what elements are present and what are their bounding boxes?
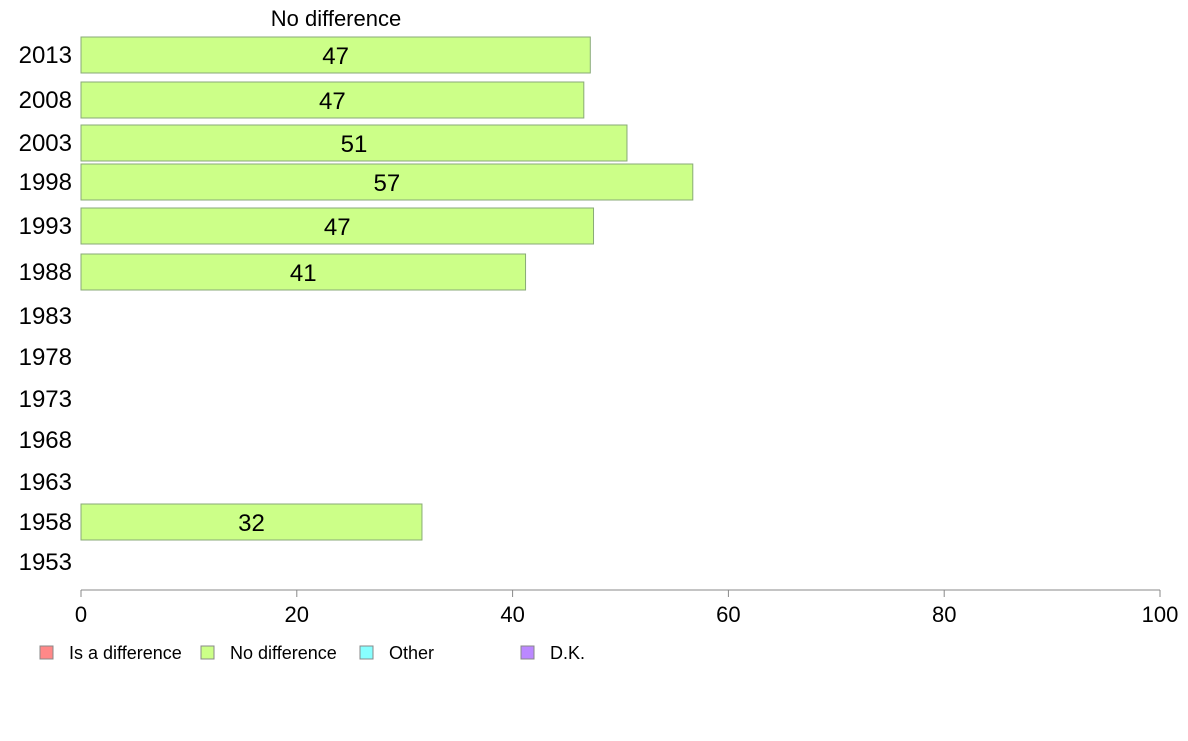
x-tick-label-100: 100 [1142, 602, 1179, 627]
y-tick-label-1958: 1958 [19, 509, 72, 536]
legend-swatch-no-difference [200, 645, 215, 660]
y-tick-label-2008: 2008 [19, 87, 72, 114]
bar-1988 [80, 253, 527, 291]
legend-swatch-d-k [520, 645, 535, 660]
data-label-2003: 51 [341, 131, 368, 158]
y-tick-label-1983: 1983 [19, 303, 72, 330]
legend-label-no-difference: No difference [230, 643, 337, 663]
y-axis-labels: 2013 2008 2003 1998 1993 1988 1983 1978 1973 1968… [19, 42, 72, 576]
legend-swatch-is-a-difference [39, 645, 54, 660]
y-tick-label-1963: 1963 [19, 469, 72, 496]
bar-1998 [80, 163, 694, 201]
legend-swatch-other [359, 645, 374, 660]
x-tick-label-0: 0 [75, 602, 87, 627]
y-tick-label-2013: 2013 [19, 42, 72, 69]
data-label-2008: 47 [319, 88, 346, 115]
data-label-2013: 47 [322, 43, 349, 70]
legend-label-d-k: D.K. [550, 643, 585, 663]
legend-label-other: Other [389, 643, 434, 663]
x-tick-label-80: 80 [932, 602, 956, 627]
y-tick-label-1988: 1988 [19, 259, 72, 286]
data-label-1993: 47 [324, 214, 351, 241]
data-label-1958: 32 [238, 510, 265, 537]
y-tick-label-2003: 2003 [19, 130, 72, 157]
y-tick-label-1953: 1953 [19, 549, 72, 576]
x-tick-label-40: 40 [500, 602, 524, 627]
y-tick-label-1973: 1973 [19, 386, 72, 413]
y-tick-label-1968: 1968 [19, 427, 72, 454]
bar-2003 [80, 124, 628, 162]
y-tick-label-1978: 1978 [19, 344, 72, 371]
bar-1958 [80, 503, 423, 541]
legend: Is a difference No difference Other D.K. [39, 643, 585, 663]
bar-2008 [80, 81, 585, 119]
chart-title: No difference [271, 6, 401, 31]
x-tick-label-20: 20 [285, 602, 309, 627]
y-tick-label-1993: 1993 [19, 213, 72, 240]
legend-label-is-a-difference: Is a difference [69, 643, 182, 663]
data-label-1998: 57 [374, 170, 401, 197]
bar-1993 [80, 207, 595, 245]
bar-2013 [80, 36, 591, 74]
data-label-1988: 41 [290, 260, 317, 287]
x-axis: 0 20 40 60 80 100 [75, 589, 1179, 627]
x-tick-label-60: 60 [716, 602, 740, 627]
y-tick-label-1998: 1998 [19, 169, 72, 196]
